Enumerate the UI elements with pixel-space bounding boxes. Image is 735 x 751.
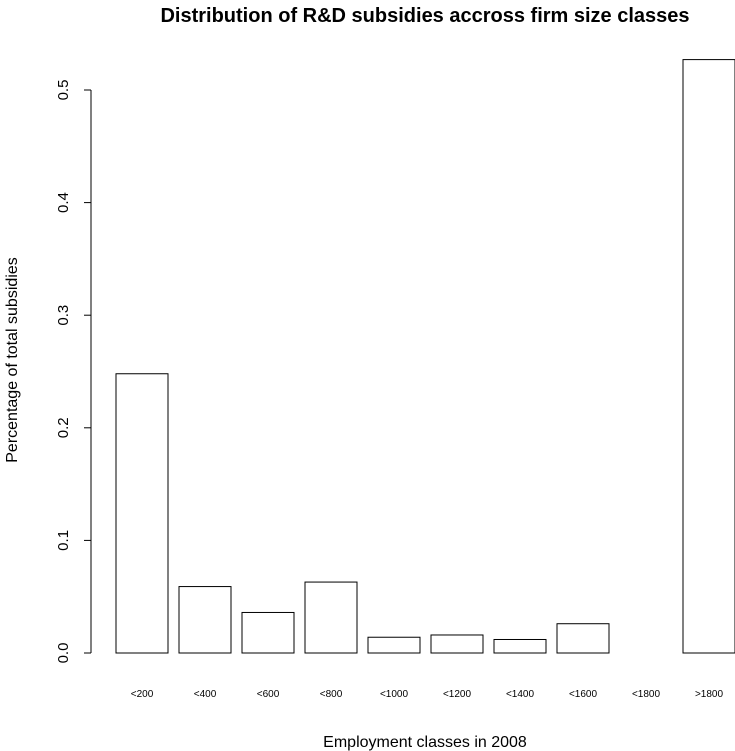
bar [178,586,232,654]
x-tick-label: <400 [194,689,217,700]
bar [556,623,610,654]
bar [241,611,295,654]
x-tick-label: <800 [320,689,343,700]
chart-title: Distribution of R&D subsidies accross fi… [160,5,689,27]
y-axis-label: Percentage of total subsidies [4,257,21,462]
x-tick-label: <1600 [569,689,598,700]
x-tick-label: <200 [131,689,154,700]
y-tick-label: 0.4 [55,192,72,213]
bars-group [115,59,735,654]
y-tick-label: 0.2 [55,417,72,438]
bar [304,581,358,654]
x-tick-label: <1400 [506,689,535,700]
y-tick-label: 0.1 [55,530,72,551]
y-axis: 0.0 0.1 0.2 0.3 0.4 0.5 [55,80,92,664]
bar [115,373,169,654]
x-tick-label: <1200 [443,689,472,700]
x-tick-label: >1800 [695,689,724,700]
x-tick-label: <1800 [632,689,661,700]
y-tick-label: 0.5 [55,80,72,101]
bar [682,59,735,654]
bar [430,634,484,654]
x-tick-label: <1000 [380,689,409,700]
y-tick-label: 0.0 [55,643,72,664]
y-tick-label: 0.3 [55,305,72,326]
x-tick-labels: <200 <400 <600 <800 <1000 <1200 <1400 <1600 <180… [131,689,724,700]
bar [493,638,547,654]
x-tick-label: <600 [257,689,280,700]
bar [367,636,421,654]
x-axis-label: Employment classes in 2008 [323,734,527,751]
